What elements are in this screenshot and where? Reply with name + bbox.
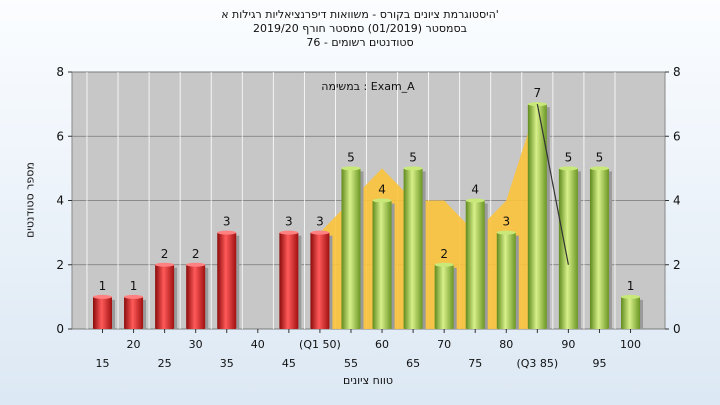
bar-45 [279,232,299,329]
data-label-60: 4 [378,183,386,197]
data-label-100: 1 [627,279,635,293]
x-axis-label: טווח ציונים [343,374,393,387]
y-tick-label-left-0: 0 [56,322,64,336]
x-tick-label-70: 70 [437,338,451,351]
y-tick-label-right-3: 6 [673,129,681,143]
x-tick-label-75: 75 [468,357,482,370]
y-tick-label-right-4: 8 [673,65,681,79]
data-label-50: 3 [316,215,324,229]
x-tick-label-95: 95 [592,357,606,370]
bar-95 [589,168,609,329]
data-label-55: 5 [347,150,355,164]
y-tick-label-right-2: 4 [673,194,681,208]
x-tick-label-55: 55 [344,357,358,370]
bar-80 [496,232,516,329]
y-tick-label-right-0: 0 [673,322,681,336]
bar-100 [621,296,641,329]
data-label-25: 2 [161,247,169,261]
data-label-85: 7 [534,86,542,100]
title-line-1: היסטוגרמת ציונים בקורס - משוואות דיפרנצי… [221,8,499,21]
data-label-30: 2 [192,247,200,261]
x-tick-label-40: 40 [251,338,265,351]
x-tick-label-65: 65 [406,357,420,370]
bar-cap-55 [341,166,361,171]
x-tick-label-25: 25 [158,357,172,370]
x-tick-label-80: 80 [499,338,513,351]
bar-cap-45 [279,230,299,235]
y-tick-label-left-4: 8 [56,65,64,79]
bar-cap-75 [465,198,485,203]
bar-50 [310,232,330,329]
chart-title: היסטוגרמת ציונים בקורס - משוואות דיפרנצי… [0,8,720,50]
x-tick-label-50: (Q1 50) [299,338,341,351]
bar-cap-25 [155,262,175,267]
bar-20 [124,296,144,329]
data-label-65: 5 [409,150,417,164]
x-tick-label-30: 30 [189,338,203,351]
bar-55 [341,168,361,329]
bar-cap-20 [124,294,144,299]
x-tick-label-100: 100 [620,338,641,351]
bar-65 [403,168,423,329]
bar-cap-95 [589,166,609,171]
q3-line [536,104,569,265]
y-tick-label-left-3: 6 [56,129,64,143]
bar-85 [527,104,547,329]
x-tick-label-90: 90 [561,338,575,351]
data-label-95: 5 [596,150,604,164]
bar-25 [155,264,175,329]
bar-cap-80 [496,230,516,235]
bar-35 [217,232,237,329]
data-label-90: 5 [565,150,573,164]
y-tick-label-right-1: 2 [673,258,681,272]
data-label-15: 1 [99,279,107,293]
data-label-45: 3 [285,215,293,229]
x-tick-label-15: 15 [96,357,110,370]
bar-90 [558,168,578,329]
title-line-3: סטודנטים רשומים - 76 [306,36,414,49]
bar-30 [186,264,206,329]
bar-cap-30 [186,262,206,267]
x-tick-label-45: 45 [282,357,296,370]
bar-cap-60 [372,198,392,203]
bar-cap-70 [434,262,454,267]
x-tick-label-20: 20 [127,338,141,351]
legend-label: במשימה : Exam_A [321,80,415,93]
x-tick-label-35: 35 [220,357,234,370]
data-label-20: 1 [130,279,138,293]
bar-cap-50 [310,230,330,235]
title-line-2: בסמסטר (01/2019) סמסטר חורף 2019/20 [253,22,467,35]
bar-75 [465,200,485,329]
x-tick-label-60: 60 [375,338,389,351]
bar-15 [93,296,112,329]
y-tick-label-left-1: 2 [56,258,64,272]
data-label-35: 3 [223,215,231,229]
bar-70 [434,264,454,329]
bar-cap-65 [403,166,423,171]
x-tick-label-85: (Q3 85) [516,357,558,370]
data-label-70: 2 [440,247,448,261]
bar-cap-90 [558,166,578,171]
data-label-75: 4 [471,183,479,197]
data-label-80: 3 [502,215,510,229]
y-tick-label-left-2: 4 [56,194,64,208]
bar-cap-100 [621,294,641,299]
bar-cap-35 [217,230,237,235]
bar-cap-15 [93,294,112,299]
bar-60 [372,200,392,329]
